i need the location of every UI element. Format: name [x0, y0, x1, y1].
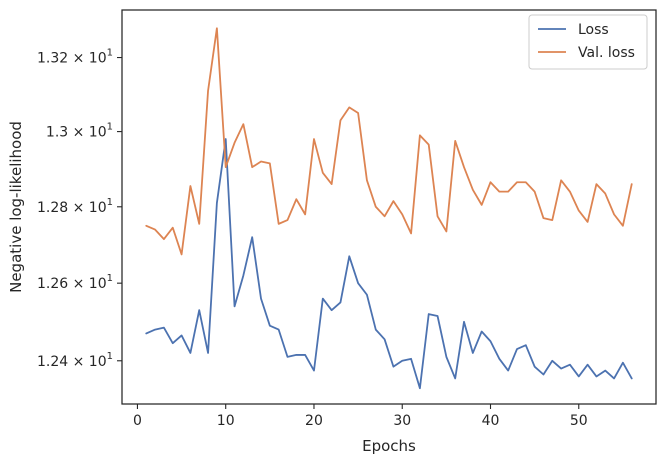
x-axis-label: Epochs	[362, 437, 416, 455]
x-tick-label: 10	[217, 413, 235, 429]
y-tick-label: 1.24 × 101	[37, 351, 113, 370]
x-tick-label: 40	[482, 413, 500, 429]
x-tick-label: 50	[570, 413, 588, 429]
y-axis: 1.24 × 101 1.26 × 101 1.28 × 101 1.3 × 101 1…	[37, 48, 122, 370]
y-tick-label: 1.26 × 101	[37, 273, 113, 292]
x-tick-label: 0	[133, 413, 142, 429]
legend-label-loss: Loss	[578, 22, 609, 38]
y-tick-label: 1.32 × 101	[37, 48, 113, 67]
y-tick-label: 1.3 × 101	[46, 122, 113, 141]
legend: Loss Val. loss	[528, 14, 648, 70]
y-tick-label: 1.28 × 101	[37, 197, 113, 216]
y-axis-label: Negative log-likelihood	[7, 121, 25, 293]
series-line-loss	[145, 138, 633, 390]
x-tick-label: 30	[393, 413, 411, 429]
series-layer	[145, 27, 633, 390]
series-line-val-loss	[145, 27, 633, 256]
x-tick-label: 20	[305, 413, 323, 429]
legend-label-val-loss: Val. loss	[578, 45, 635, 61]
x-axis: 0 10 20 30 40 50	[133, 404, 588, 429]
